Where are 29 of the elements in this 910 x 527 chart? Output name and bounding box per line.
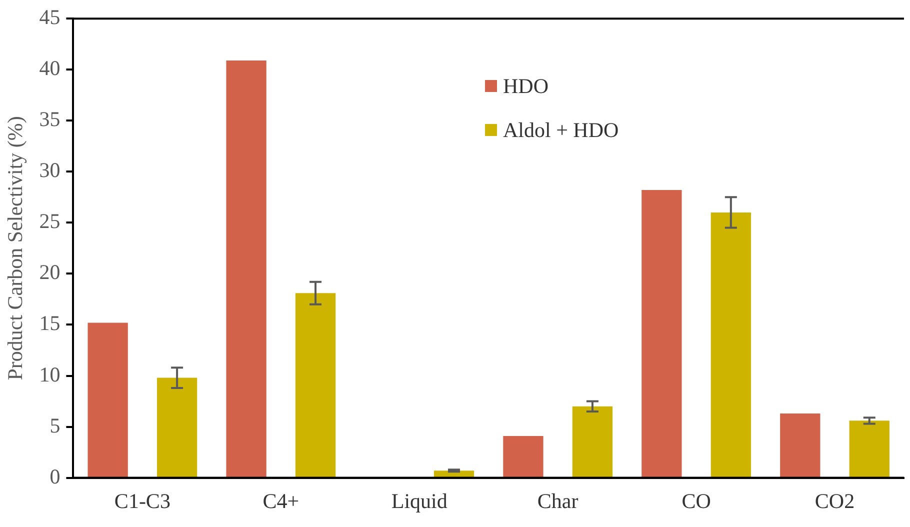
bar bbox=[642, 190, 682, 478]
y-axis-title: Product Carbon Selectivity (%) bbox=[3, 116, 28, 380]
bar bbox=[780, 414, 820, 478]
y-tick-label: 30 bbox=[39, 158, 60, 182]
bar bbox=[156, 378, 198, 478]
y-tick-label: 10 bbox=[39, 362, 60, 386]
y-tick-label: 25 bbox=[39, 209, 60, 234]
bar bbox=[710, 212, 751, 478]
x-tick-label: C1-C3 bbox=[114, 488, 170, 513]
bar bbox=[503, 436, 544, 478]
legend-label: HDO bbox=[503, 74, 548, 98]
bar bbox=[88, 322, 128, 478]
y-tick-label: 0 bbox=[50, 464, 60, 488]
x-tick-label: Char bbox=[537, 488, 578, 513]
x-tick-label: CO bbox=[682, 488, 711, 513]
y-tick-label: 40 bbox=[39, 56, 60, 80]
y-tick-label: 20 bbox=[39, 260, 60, 284]
y-tick-label: 5 bbox=[50, 413, 60, 438]
x-tick-label: Liquid bbox=[391, 488, 448, 513]
x-tick-label: CO2 bbox=[814, 488, 855, 513]
bar bbox=[572, 406, 613, 478]
bar bbox=[295, 293, 336, 478]
legend-label: Aldol + HDO bbox=[503, 118, 619, 142]
y-tick-label: 15 bbox=[39, 311, 60, 336]
bar bbox=[226, 60, 266, 478]
bar bbox=[849, 420, 890, 478]
x-tick-label: C4+ bbox=[262, 488, 300, 513]
y-tick-label: 35 bbox=[39, 107, 60, 132]
y-tick-label: 45 bbox=[39, 5, 60, 30]
